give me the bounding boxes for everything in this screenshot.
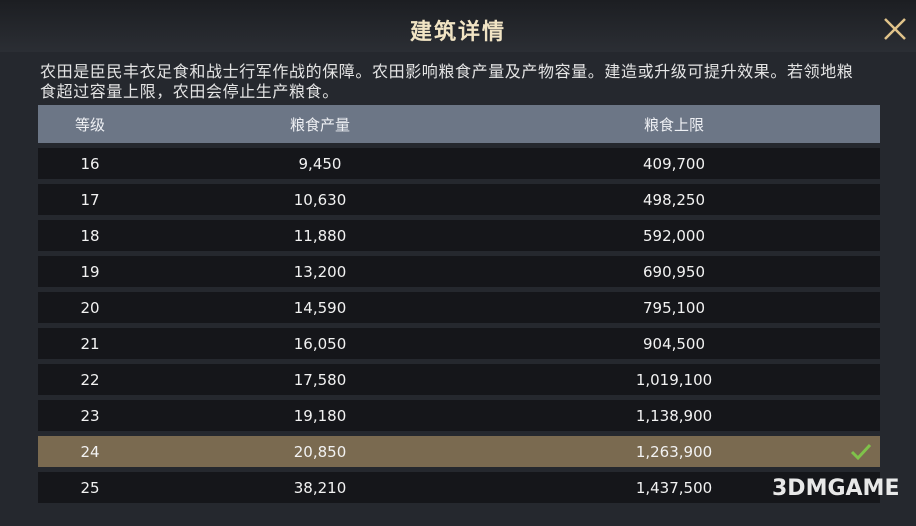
column-header: 等级 xyxy=(74,115,105,134)
table-cell: 17,580 xyxy=(293,370,347,389)
table-cell: 10,630 xyxy=(293,190,347,209)
table-cell: 20 xyxy=(80,298,100,317)
table-row: 23 19,180 1,138,900 xyxy=(38,400,880,431)
table-cell: 409,700 xyxy=(642,154,706,173)
table-cell: 19,180 xyxy=(293,406,347,425)
column-header: 粮食上限 xyxy=(643,115,704,134)
table-cell: 38,210 xyxy=(293,478,347,497)
table-cell: 18 xyxy=(80,226,100,245)
column-header: 粮食产量 xyxy=(289,115,350,134)
table-row: 20 14,590 795,100 xyxy=(38,292,880,323)
panel-title: 建筑详情 xyxy=(409,20,506,45)
table-row: 18 11,880 592,000 xyxy=(38,220,880,251)
table-cell: 11,880 xyxy=(293,226,347,245)
table-cell: 22 xyxy=(80,370,100,389)
table-cell: 795,100 xyxy=(642,298,706,317)
check-icon xyxy=(850,443,872,461)
table-cell: 19 xyxy=(80,262,100,281)
table-row: 24 20,850 1,263,900 xyxy=(38,436,880,467)
table-cell: 23 xyxy=(80,406,100,425)
table-cell: 1,437,500 xyxy=(635,478,713,497)
table-cell: 1,263,900 xyxy=(635,442,713,461)
table-row: 17 10,630 498,250 xyxy=(38,184,880,215)
table-cell: 24 xyxy=(80,442,100,461)
table-row: 16 9,450 409,700 xyxy=(38,148,880,179)
watermark: 3DMGAME xyxy=(772,476,900,501)
table-cell: 13,200 xyxy=(293,262,347,281)
table-cell: 16 xyxy=(80,154,100,173)
table-row: 22 17,580 1,019,100 xyxy=(38,364,880,395)
table-cell: 17 xyxy=(80,190,100,209)
table-cell: 904,500 xyxy=(642,334,706,353)
close-button[interactable] xyxy=(882,16,908,42)
table-cell: 9,450 xyxy=(298,154,342,173)
table-cell: 16,050 xyxy=(293,334,347,353)
table-cell: 14,590 xyxy=(293,298,347,317)
table-row: 25 38,210 1,437,500 xyxy=(38,472,880,503)
level-table: 等级 粮食产量 粮食上限 16 9,450 409,700 17 10,630 498,250… xyxy=(38,105,880,503)
table-row: 19 13,200 690,950 xyxy=(38,256,880,287)
table-cell: 1,019,100 xyxy=(635,370,713,389)
table-row: 21 16,050 904,500 xyxy=(38,328,880,359)
description: 农田是臣民丰衣足食和战士行军作战的保障。农田影响粮食产量及产物容量。建造或升级可… xyxy=(40,62,854,101)
table-header: 等级 粮食产量 粮食上限 xyxy=(38,105,880,143)
table-cell: 592,000 xyxy=(642,226,706,245)
table-cell: 25 xyxy=(80,478,100,497)
table-cell: 498,250 xyxy=(642,190,706,209)
header-bar xyxy=(0,0,916,52)
table-cell: 1,138,900 xyxy=(635,406,713,425)
table-cell: 21 xyxy=(80,334,100,353)
table-cell: 690,950 xyxy=(642,262,706,281)
table-cell: 20,850 xyxy=(293,442,347,461)
